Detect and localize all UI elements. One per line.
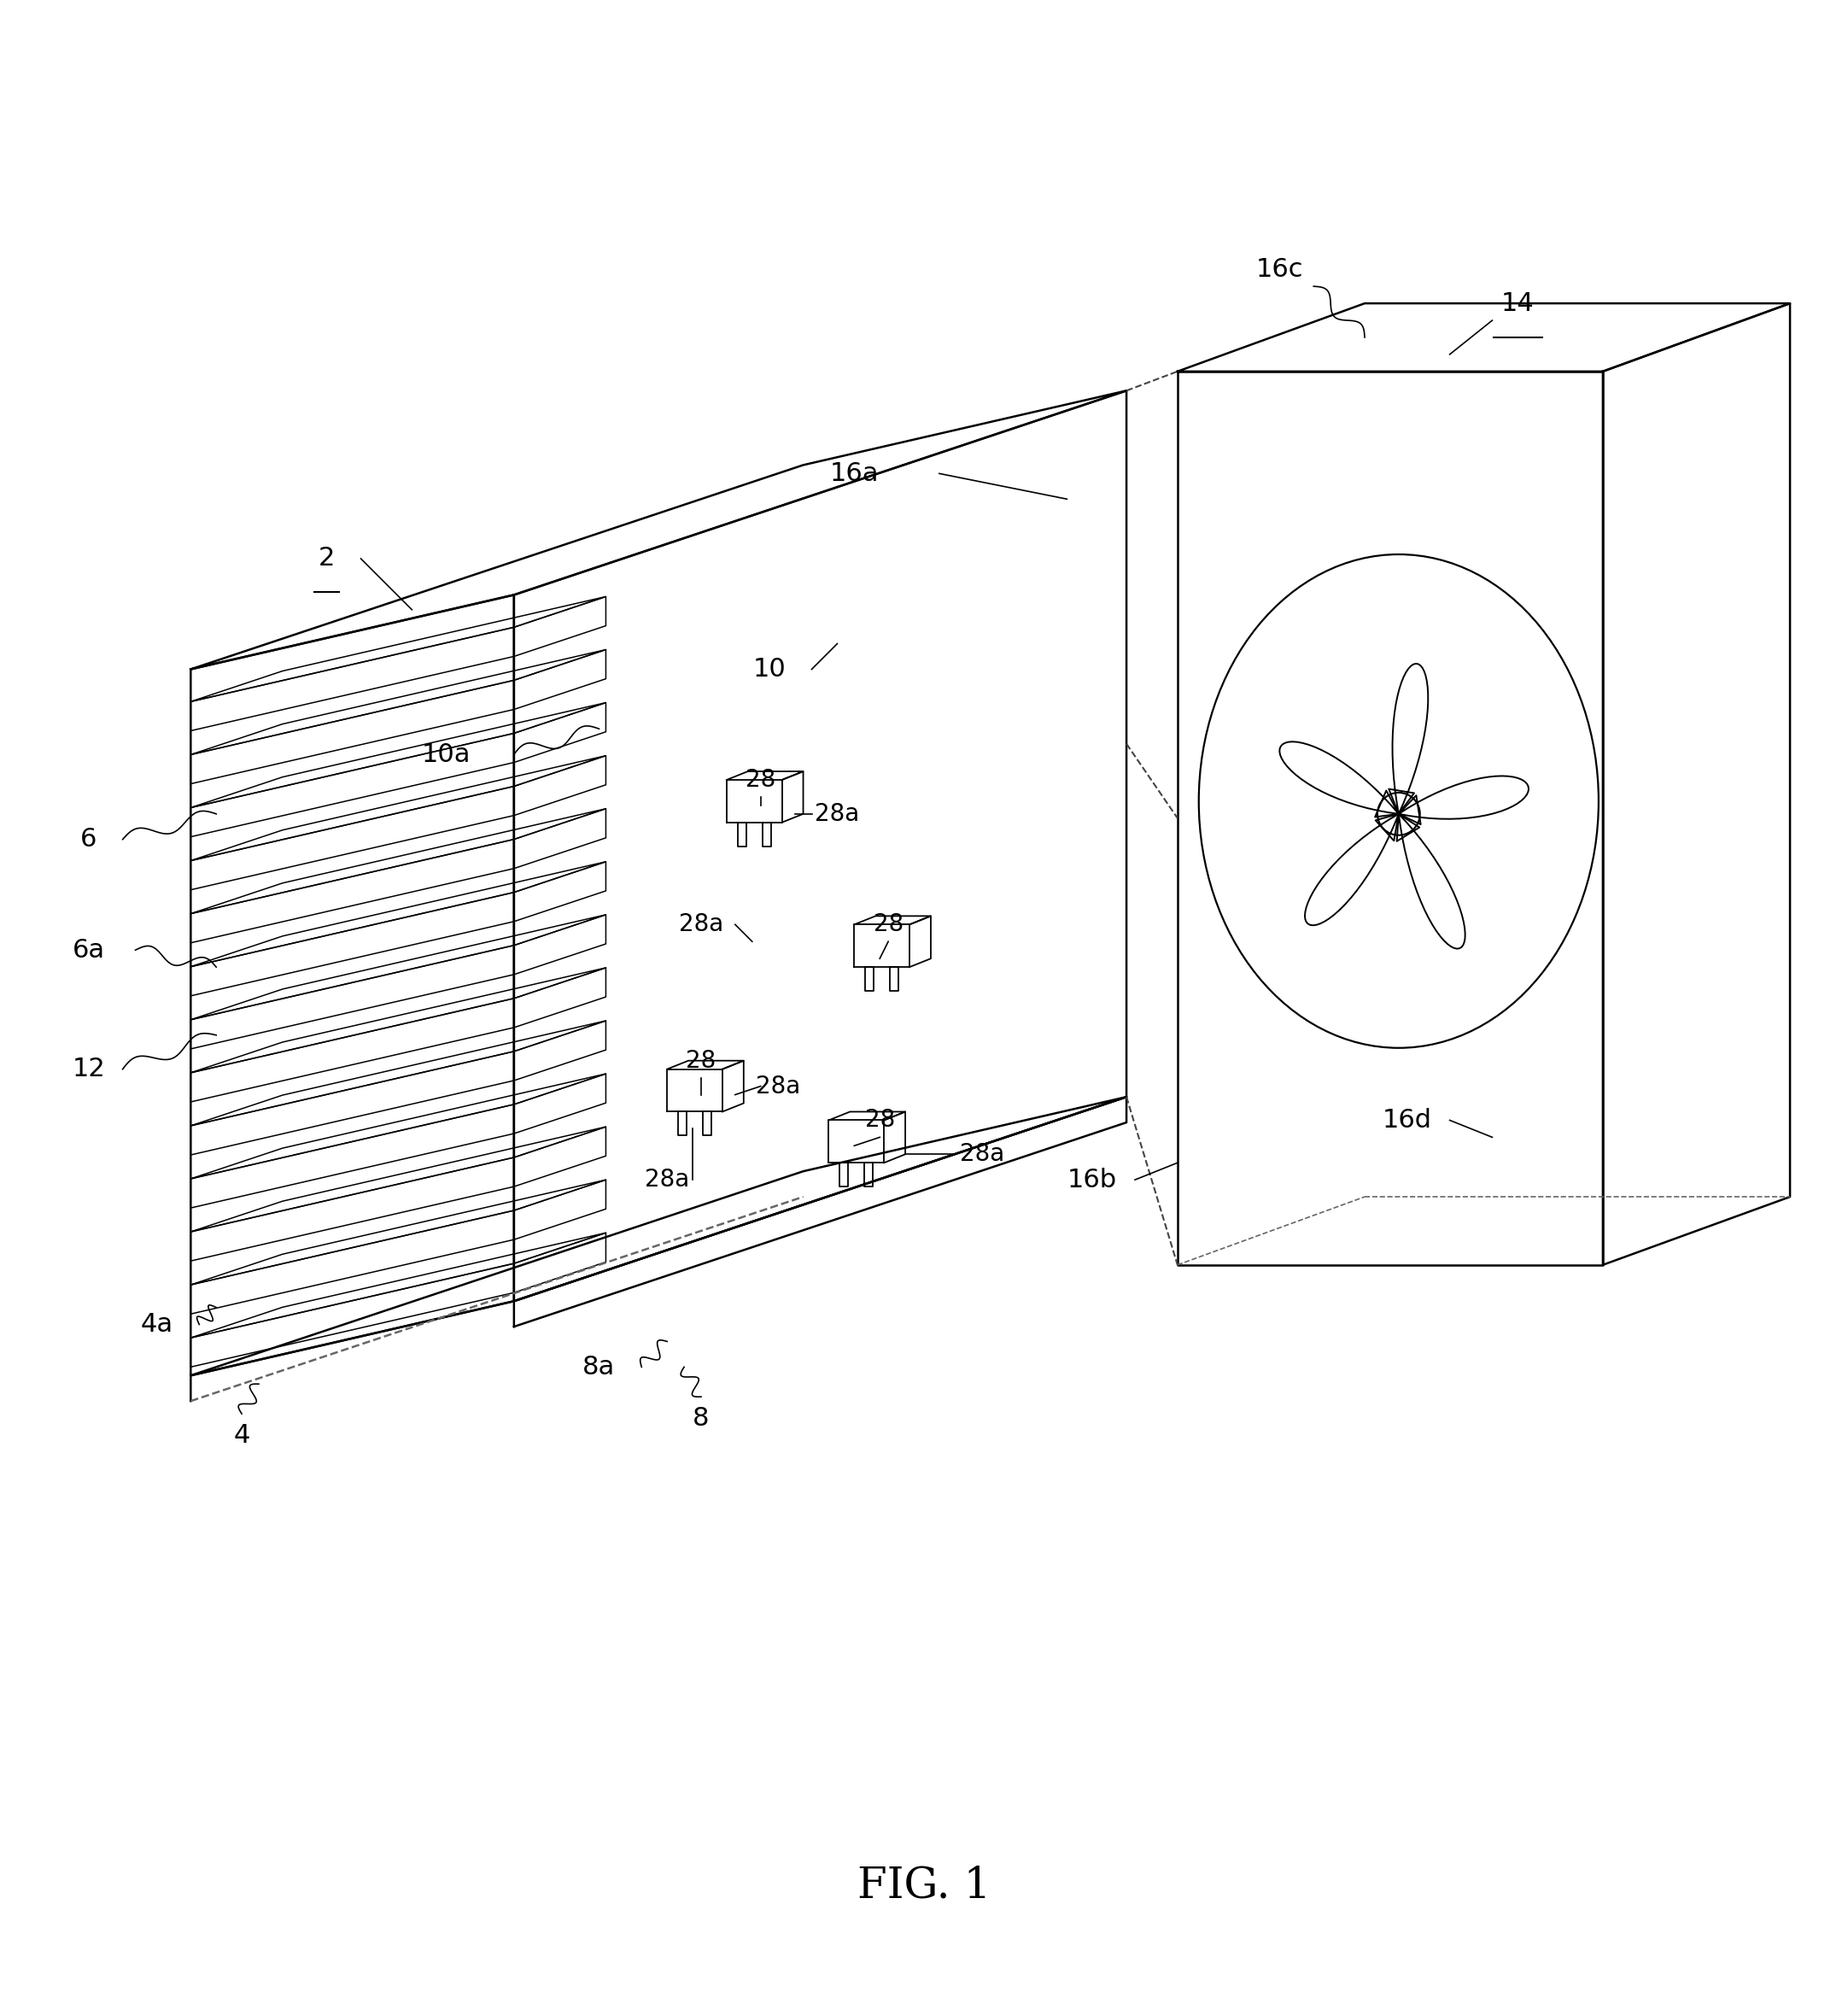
Text: 16a: 16a bbox=[830, 462, 880, 486]
Text: 12: 12 bbox=[72, 1058, 105, 1082]
Text: 28a: 28a bbox=[815, 803, 859, 827]
Text: 28a: 28a bbox=[959, 1141, 1003, 1165]
Text: 8: 8 bbox=[693, 1406, 710, 1430]
Text: 16d: 16d bbox=[1382, 1108, 1432, 1133]
Text: 28a: 28a bbox=[645, 1167, 689, 1191]
Text: 4: 4 bbox=[233, 1422, 249, 1448]
Text: 28a: 28a bbox=[678, 912, 723, 936]
Text: 28: 28 bbox=[745, 767, 776, 793]
Text: 28: 28 bbox=[686, 1048, 717, 1072]
Text: 8a: 8a bbox=[582, 1355, 615, 1378]
Text: 6a: 6a bbox=[72, 938, 105, 962]
Text: FIG. 1: FIG. 1 bbox=[857, 1865, 991, 1906]
Text: 10: 10 bbox=[752, 657, 785, 681]
Text: 16c: 16c bbox=[1257, 257, 1303, 281]
Text: 16b: 16b bbox=[1068, 1167, 1118, 1191]
Text: 4a: 4a bbox=[140, 1313, 174, 1337]
Text: 28a: 28a bbox=[756, 1074, 800, 1098]
Text: 28: 28 bbox=[865, 1108, 894, 1131]
Text: 28: 28 bbox=[874, 912, 904, 936]
Text: 10a: 10a bbox=[421, 741, 471, 767]
Text: 14: 14 bbox=[1501, 291, 1534, 317]
Text: 6: 6 bbox=[79, 827, 96, 853]
Text: 2: 2 bbox=[318, 546, 334, 572]
